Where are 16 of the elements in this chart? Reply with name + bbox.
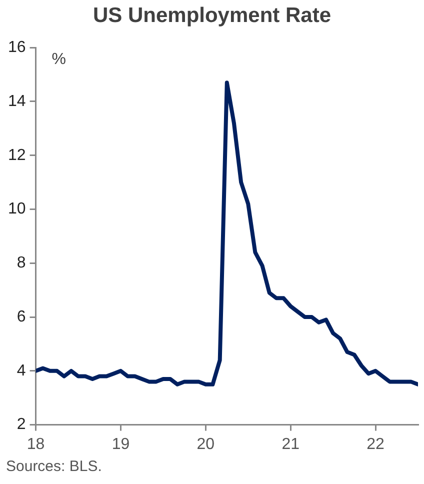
y-axis-title: %: [52, 51, 66, 68]
x-tick-label: 19: [112, 436, 130, 453]
source-note: Sources: BLS.: [5, 458, 103, 475]
y-tick-label: 12: [8, 146, 26, 164]
x-tick-label: 22: [366, 436, 385, 453]
x-tick-label: 20: [196, 436, 215, 453]
x-tick-label: 18: [26, 436, 45, 453]
x-tick-label: 21: [282, 436, 300, 453]
y-tick-label: 4: [16, 362, 26, 380]
y-tick-label: 2: [16, 416, 26, 434]
y-tick-label: 16: [8, 39, 26, 56]
y-tick-label: 8: [16, 254, 26, 272]
y-tick-label: 10: [8, 200, 26, 218]
y-tick-label: 6: [16, 308, 26, 326]
chart-title: US Unemployment Rate: [92, 3, 332, 29]
y-tick-label: 14: [8, 92, 26, 110]
